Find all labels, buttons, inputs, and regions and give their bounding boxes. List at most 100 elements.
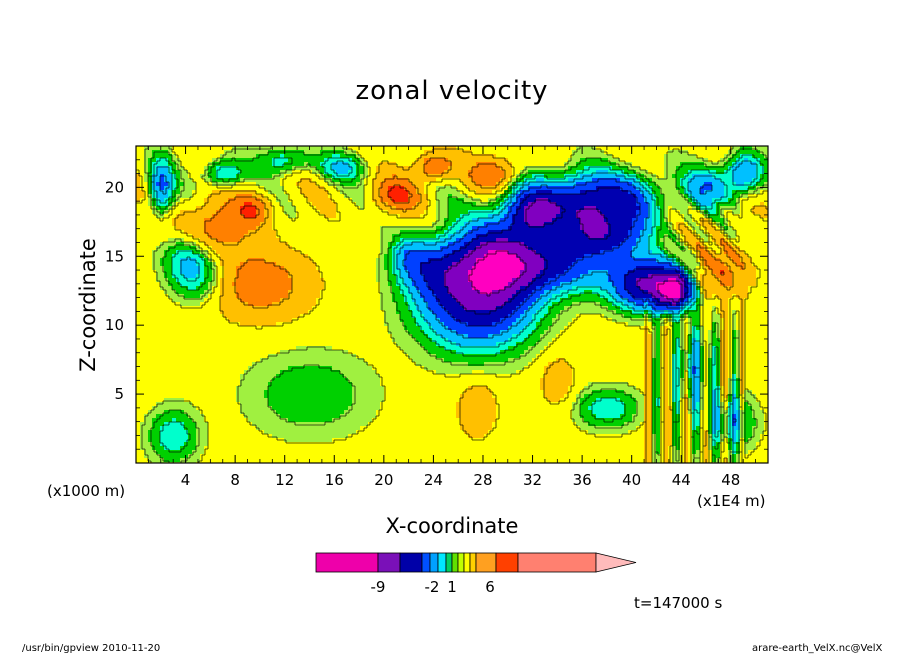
field-cell <box>564 266 569 271</box>
field-cell <box>460 218 465 223</box>
field-cell <box>692 194 697 199</box>
field-cell <box>240 238 245 243</box>
field-cell <box>400 210 405 215</box>
field-cell <box>336 162 341 167</box>
field-cell <box>484 178 489 183</box>
field-cell <box>420 266 425 271</box>
field-cell <box>484 238 489 243</box>
field-cell <box>368 178 373 183</box>
field-cell <box>428 230 433 235</box>
field-cell <box>332 226 337 231</box>
field-cell <box>764 222 768 227</box>
field-cell <box>408 250 413 255</box>
field-cell <box>684 230 689 235</box>
field-cell <box>204 250 209 255</box>
field-cell <box>680 158 685 163</box>
field-cell <box>656 182 661 187</box>
field-cell <box>172 214 177 219</box>
field-cell <box>296 190 301 195</box>
field-cell <box>480 190 485 195</box>
field-cell <box>200 166 205 171</box>
field-cell <box>208 242 213 247</box>
field-cell <box>504 254 509 259</box>
field-cell <box>704 186 709 191</box>
field-cell <box>280 202 285 207</box>
field-cell <box>560 230 565 235</box>
field-cell <box>632 250 637 255</box>
field-cell <box>168 242 173 247</box>
field-cell <box>276 230 281 235</box>
field-cell <box>404 206 409 211</box>
field-cell <box>620 254 625 259</box>
field-cell <box>208 194 213 199</box>
field-cell <box>196 178 201 183</box>
field-cell <box>288 194 293 199</box>
field-cell <box>752 182 757 187</box>
field-cell <box>752 150 757 155</box>
field-cell <box>632 230 637 235</box>
field-cell <box>420 150 425 155</box>
field-cell <box>148 178 153 183</box>
field-cell <box>228 262 233 267</box>
field-cell <box>692 170 697 175</box>
field-cell <box>708 218 713 223</box>
field-cell <box>752 258 757 263</box>
field-cell <box>528 146 533 151</box>
field-cell <box>236 258 241 263</box>
field-cell <box>756 254 761 259</box>
field-cell <box>340 190 345 195</box>
field-cell <box>272 246 277 251</box>
field-cell <box>420 226 425 231</box>
field-cell <box>540 190 545 195</box>
field-cell <box>140 202 145 207</box>
field-cell <box>484 242 489 247</box>
field-cell <box>724 174 729 179</box>
field-cell <box>424 182 429 187</box>
field-cell <box>448 250 453 255</box>
field-cell <box>248 210 253 215</box>
field-cell <box>328 230 333 235</box>
field-cell <box>388 218 393 223</box>
field-cell <box>668 182 673 187</box>
field-cell <box>560 154 565 159</box>
field-cell <box>760 262 765 267</box>
field-cell <box>256 150 261 155</box>
field-cell <box>464 226 469 231</box>
field-cell <box>556 222 561 227</box>
field-cell <box>464 182 469 187</box>
field-cell <box>640 222 645 227</box>
field-cell <box>388 210 393 215</box>
field-cell <box>232 166 237 171</box>
field-cell <box>596 198 601 203</box>
field-cell <box>304 182 309 187</box>
field-cell <box>316 166 321 171</box>
field-cell <box>692 190 697 195</box>
field-cell <box>632 210 637 215</box>
field-cell <box>448 198 453 203</box>
field-cell <box>540 230 545 235</box>
field-cell <box>464 178 469 183</box>
field-cell <box>596 218 601 223</box>
field-cell <box>748 146 753 151</box>
field-cell <box>692 262 697 267</box>
field-cell <box>228 238 233 243</box>
field-cell <box>448 170 453 175</box>
field-cell <box>760 258 765 263</box>
field-cell <box>316 146 321 151</box>
field-cell <box>692 158 697 163</box>
field-cell <box>656 194 661 199</box>
field-cell <box>508 178 513 183</box>
field-cell <box>360 222 365 227</box>
field-cell <box>628 202 633 207</box>
field-cell <box>236 254 241 259</box>
field-cell <box>676 194 681 199</box>
field-cell <box>396 258 401 263</box>
field-cell <box>440 210 445 215</box>
field-cell <box>632 242 637 247</box>
field-cell <box>408 222 413 227</box>
field-cell <box>352 222 357 227</box>
field-cell <box>364 206 369 211</box>
field-cell <box>724 266 729 271</box>
field-cell <box>676 178 681 183</box>
field-cell <box>616 182 621 187</box>
